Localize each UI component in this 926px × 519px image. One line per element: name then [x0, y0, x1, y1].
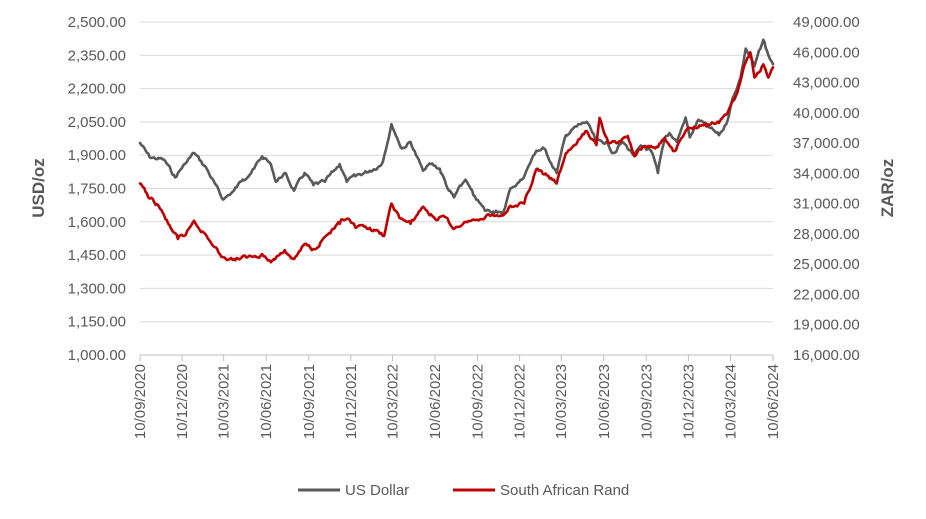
x-tick-label: 10/12/2021 [343, 364, 360, 439]
right-tick-label: 43,000.00 [793, 75, 860, 92]
x-tick-label: 10/09/2022 [470, 364, 487, 439]
left-tick-label: 1,150.00 [68, 314, 126, 331]
x-tick-label: 10/03/2024 [722, 364, 739, 439]
x-tick-label: 10/12/2023 [680, 364, 697, 439]
x-tick-label: 10/06/2024 [765, 364, 782, 439]
x-tick-label: 10/03/2023 [553, 364, 570, 439]
legend-label: South African Rand [500, 482, 629, 499]
x-tick-label: 10/06/2021 [258, 364, 275, 439]
right-tick-label: 49,000.00 [793, 14, 860, 31]
left-tick-label: 2,200.00 [68, 81, 126, 98]
left-tick-label: 2,500.00 [68, 14, 126, 31]
left-tick-label: 1,300.00 [68, 280, 126, 297]
right-tick-label: 22,000.00 [793, 286, 860, 303]
left-tick-label: 1,600.00 [68, 214, 126, 231]
left-tick-label: 1,900.00 [68, 147, 126, 164]
right-tick-label: 37,000.00 [793, 135, 860, 152]
right-tick-label: 25,000.00 [793, 256, 860, 273]
x-tick-label: 10/09/2020 [132, 364, 149, 439]
right-tick-label: 40,000.00 [793, 105, 860, 122]
x-tick-label: 10/03/2021 [216, 364, 233, 439]
right-axis-ticks: 16,000.00 19,000.00 22,000.00 25,000.00 28,0… [793, 14, 860, 364]
right-tick-label: 19,000.00 [793, 317, 860, 334]
left-tick-label: 1,000.00 [68, 347, 126, 364]
left-tick-label: 1,750.00 [68, 181, 126, 198]
legend-label: US Dollar [345, 482, 409, 499]
x-tick-label: 10/12/2022 [512, 364, 529, 439]
x-axis: 10/09/2020 10/12/2020 10/03/2021 10/06/2021… [132, 354, 782, 439]
right-tick-label: 16,000.00 [793, 347, 860, 364]
x-tick-label: 10/03/2022 [384, 364, 401, 439]
right-axis-title: ZAR/oz [878, 159, 897, 218]
x-tick-label: 10/06/2022 [427, 364, 444, 439]
right-tick-label: 31,000.00 [793, 196, 860, 213]
left-tick-label: 2,350.00 [68, 47, 126, 64]
left-tick-label: 1,450.00 [68, 247, 126, 264]
gridlines [140, 21, 773, 323]
x-tick-label: 10/09/2021 [301, 364, 318, 439]
series-line-south-african-rand [138, 51, 775, 264]
legend: US Dollar South African Rand [298, 482, 629, 499]
right-tick-label: 28,000.00 [793, 226, 860, 243]
left-tick-label: 2,050.00 [68, 114, 126, 131]
x-tick-label: 10/09/2023 [638, 364, 655, 439]
x-tick-label: 10/06/2023 [596, 364, 613, 439]
right-tick-label: 46,000.00 [793, 44, 860, 61]
left-axis-title: USD/oz [29, 158, 48, 218]
series-layer [138, 38, 775, 264]
right-tick-label: 34,000.00 [793, 165, 860, 182]
x-tick-label: 10/12/2020 [174, 364, 191, 439]
left-axis-ticks: 1,000.00 1,150.00 1,300.00 1,450.00 1,600.00… [68, 14, 126, 364]
